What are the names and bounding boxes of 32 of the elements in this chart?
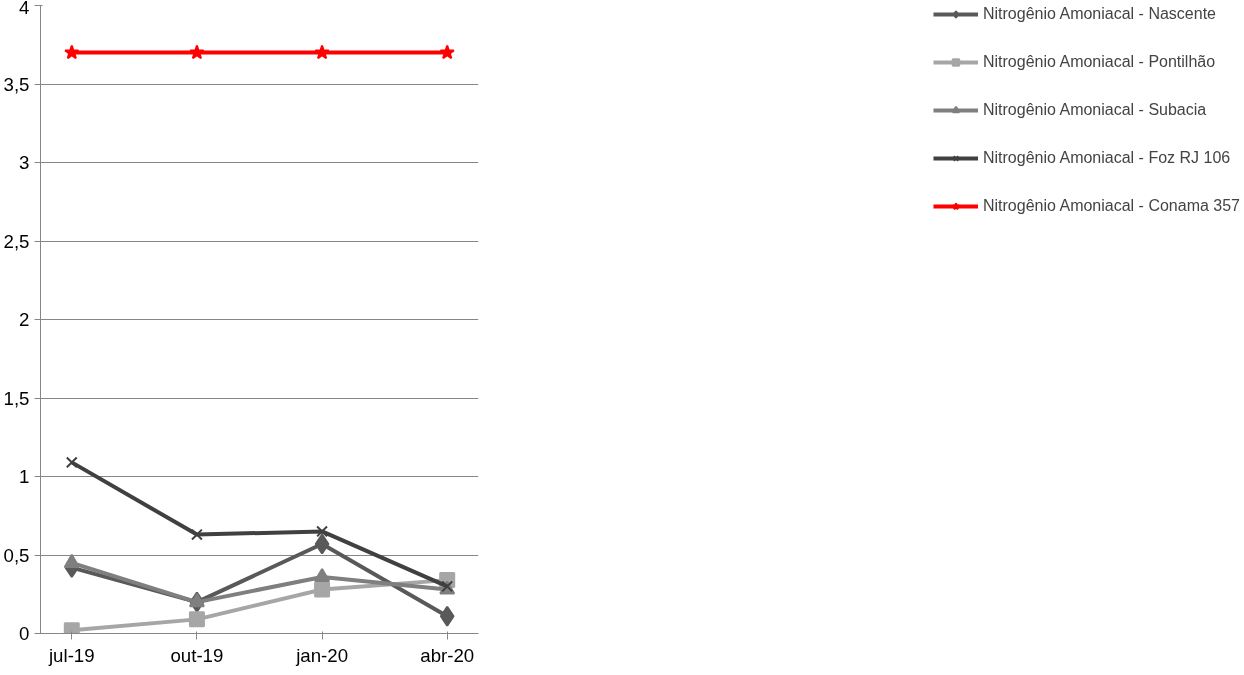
point (65, 456, 78, 469)
x-tick-label: jul-19 (47, 644, 95, 666)
point (188, 611, 205, 628)
point (314, 567, 331, 583)
point (316, 525, 329, 538)
y-tick-label: 0 (19, 623, 30, 644)
y-tick-label: 3,5 (3, 73, 30, 95)
point (63, 553, 80, 568)
point (439, 605, 455, 627)
point (314, 44, 330, 60)
y-tick-label: 0,5 (3, 544, 30, 566)
x-tick-label: abr-20 (420, 644, 475, 666)
legend-label: Nitrogênio Amoniacal - Foz RJ 106 (982, 149, 1231, 167)
legend-label: Nitrogênio Amoniacal - Conama 357 (982, 197, 1240, 215)
point (189, 44, 205, 60)
y-tick-label: 3 (19, 152, 30, 173)
legend-label: Nitrogênio Amoniacal - Pontilhão (982, 53, 1216, 71)
legend-label: Nitrogênio Amoniacal - Nascente (982, 5, 1216, 23)
point (190, 528, 203, 541)
y-tick-label: 4 (19, 0, 30, 18)
y-tick-label: 1 (19, 466, 30, 487)
point (188, 593, 205, 608)
point (439, 44, 455, 60)
y-tick-label: 2,5 (3, 230, 30, 252)
point (314, 581, 331, 598)
x-tick-label: out-19 (170, 644, 224, 666)
point (314, 533, 330, 555)
point (64, 44, 80, 60)
legend-label: Nitrogênio Amoniacal - Subacia (982, 101, 1207, 119)
x-tick-label: jan-20 (295, 644, 349, 666)
y-tick-label: 2 (19, 309, 30, 330)
y-tick-label: 1,5 (3, 387, 30, 409)
